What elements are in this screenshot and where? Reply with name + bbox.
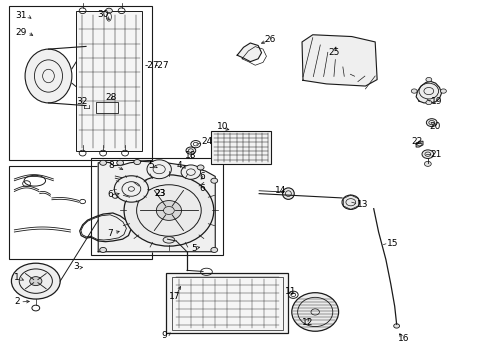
Ellipse shape [105,8,112,13]
Text: 18: 18 [184,151,196,160]
Ellipse shape [30,276,42,285]
Ellipse shape [181,165,200,179]
Ellipse shape [421,150,433,158]
Ellipse shape [210,178,217,183]
Ellipse shape [440,89,446,93]
Text: 22: 22 [410,137,422,146]
Polygon shape [415,141,422,147]
Text: 4: 4 [176,161,182,170]
Text: 5: 5 [190,244,196,253]
Bar [76,12,142,151]
Text: 7: 7 [107,229,113,238]
Ellipse shape [426,119,436,127]
Ellipse shape [291,293,338,331]
Ellipse shape [197,165,203,170]
Ellipse shape [163,237,174,243]
Bar [91,158,222,255]
Text: 3: 3 [73,262,79,271]
Text: 16: 16 [397,334,409,343]
Text: 1: 1 [14,273,20,282]
Ellipse shape [210,247,217,252]
Bar [96,102,118,113]
Ellipse shape [425,77,431,82]
Ellipse shape [100,160,106,165]
Bar [211,131,271,164]
Text: 29: 29 [15,28,27,37]
Ellipse shape [282,188,294,199]
Polygon shape [415,81,441,103]
Text: 6: 6 [199,172,205,181]
Text: 8: 8 [108,161,114,170]
Text: 10: 10 [216,122,228,131]
Text: 15: 15 [386,239,398,248]
Ellipse shape [156,201,181,220]
Text: 26: 26 [264,35,275,44]
Text: 32: 32 [76,97,87,106]
Ellipse shape [185,147,195,154]
Text: 9: 9 [161,332,167,341]
Text: 30: 30 [97,10,108,19]
Ellipse shape [100,247,106,252]
Text: 5: 5 [148,161,153,170]
Ellipse shape [25,49,72,103]
Text: -27: -27 [144,61,159,70]
Text: 23: 23 [155,189,166,198]
Ellipse shape [425,100,431,105]
Bar [172,277,282,330]
Text: 6: 6 [199,184,205,193]
Text: 11: 11 [285,287,296,296]
Ellipse shape [117,160,123,165]
Ellipse shape [11,263,60,299]
Polygon shape [237,43,261,62]
Ellipse shape [341,195,359,210]
Text: -27: -27 [154,61,168,70]
Text: 14: 14 [274,185,285,194]
Text: 20: 20 [429,122,440,131]
Text: 23: 23 [155,189,166,198]
Bar [9,166,152,259]
Text: 19: 19 [430,96,441,105]
Ellipse shape [410,89,416,93]
Text: 2: 2 [14,297,20,306]
Ellipse shape [124,175,213,246]
Text: 12: 12 [302,318,313,327]
Ellipse shape [134,159,141,165]
Ellipse shape [424,161,430,166]
Text: 31: 31 [15,11,27,20]
Text: 24: 24 [201,137,212,146]
Text: 17: 17 [168,292,180,301]
Text: 6: 6 [107,190,113,199]
Ellipse shape [393,324,399,328]
Polygon shape [302,35,376,86]
Ellipse shape [114,176,148,202]
Text: 28: 28 [105,93,117,102]
Bar [166,273,288,333]
Ellipse shape [147,160,171,179]
Text: 21: 21 [430,150,441,159]
Text: 25: 25 [328,48,339,57]
Text: 13: 13 [356,200,367,209]
Bar [9,6,152,160]
Polygon shape [98,161,215,252]
